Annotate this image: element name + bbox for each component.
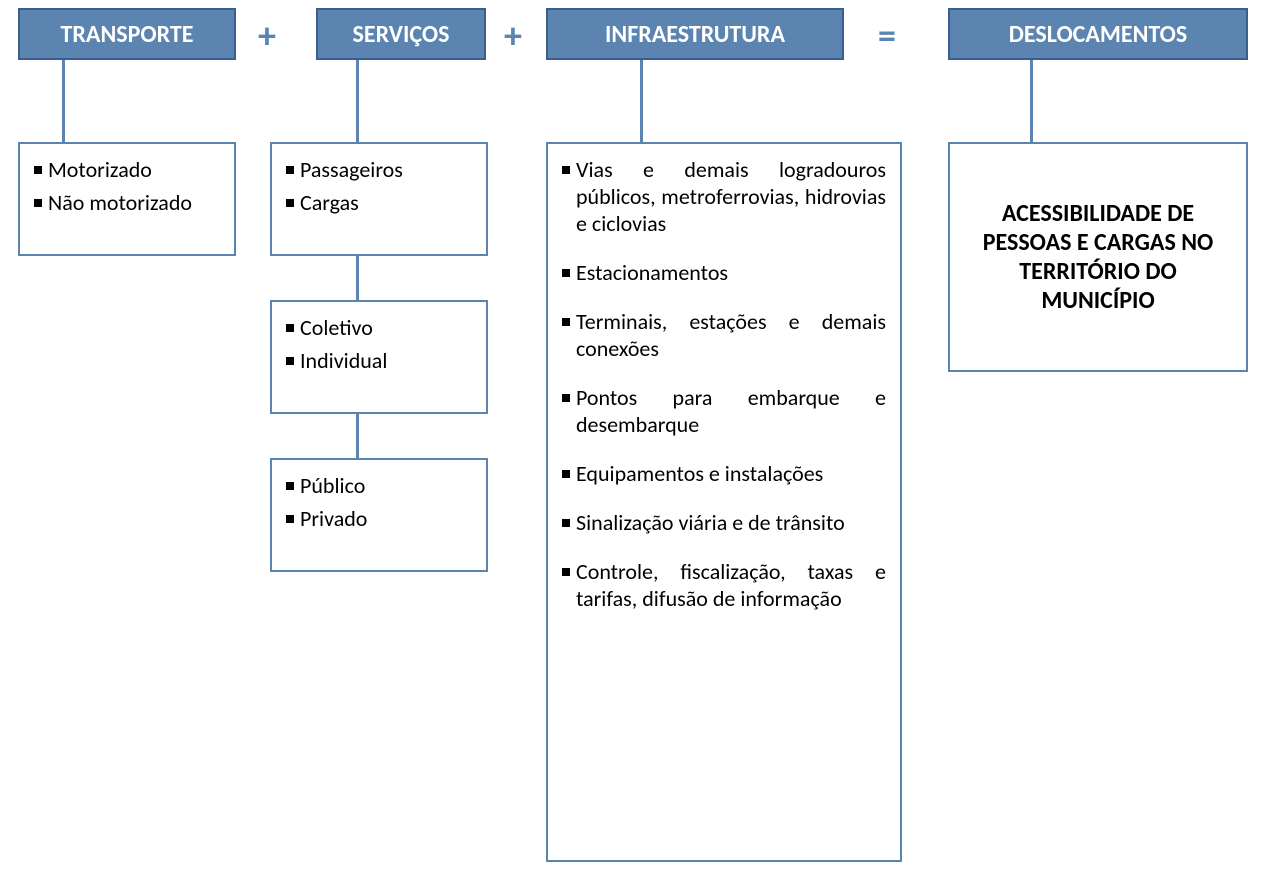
box-result: ACESSIBILIDADE DE PESSOAS E CARGAS NO TE…: [948, 142, 1248, 372]
box-servicos-2: Coletivo Individual: [270, 300, 488, 414]
connector: [62, 60, 65, 142]
connector: [640, 60, 643, 142]
operator-plus-2: +: [504, 14, 522, 58]
connector: [356, 414, 359, 458]
list-item: Equipamentos e insta­lações: [562, 460, 886, 487]
connector: [356, 60, 359, 142]
operator-equals: =: [878, 14, 896, 58]
connector: [1030, 60, 1033, 142]
list-item: Cargas: [286, 189, 472, 216]
header-infraestrutura: INFRAESTRUTURA: [546, 8, 844, 60]
list-item: Pontos para embarque e desembarque: [562, 384, 886, 438]
list-item: Estacionamentos: [562, 259, 886, 286]
box-servicos-1: Passageiros Cargas: [270, 142, 488, 256]
list-item: Individual: [286, 347, 472, 374]
list-item: Vias e demais logra­douros públicos, met…: [562, 156, 886, 237]
list-item: Passageiros: [286, 156, 472, 183]
header-deslocamentos: DESLOCAMENTOS: [948, 8, 1248, 60]
list-item: Motorizado: [34, 156, 220, 183]
header-servicos: SERVIÇOS: [316, 8, 486, 60]
list-item: Sinalização viária e de trânsito: [562, 509, 886, 536]
list-item: Terminais, estações e demais conexões: [562, 308, 886, 362]
box-transporte-items: Motorizado Não motorizado: [18, 142, 236, 256]
diagram-canvas: TRANSPORTE SERVIÇOS INFRAESTRUTURA DESLO…: [0, 0, 1266, 890]
operator-plus-1: +: [258, 14, 276, 58]
list-item: Não motorizado: [34, 189, 220, 216]
box-infra-items: Vias e demais logra­douros públicos, met…: [546, 142, 902, 862]
list-item: Público: [286, 472, 472, 499]
list-item: Privado: [286, 505, 472, 532]
box-servicos-3: Público Privado: [270, 458, 488, 572]
connector: [356, 256, 359, 300]
list-item: Controle, fiscalização, taxas e tarifas,…: [562, 558, 886, 612]
header-transporte: TRANSPORTE: [18, 8, 236, 60]
list-item: Coletivo: [286, 314, 472, 341]
